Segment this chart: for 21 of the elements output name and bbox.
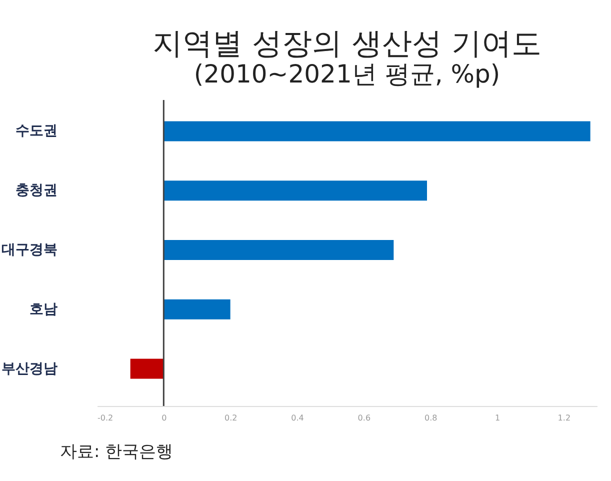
bar [130,358,164,379]
chart-title: 지역별 성장의 생산성 기여도 [152,26,542,62]
y-tick-label: 충청권 [16,182,58,199]
x-tick-label: -0.2 [98,414,114,422]
x-tick-label: 0.8 [424,414,438,422]
bar [164,240,394,260]
x-tick-label: 0 [162,414,167,422]
bar [164,180,427,201]
x-tick-label: 1 [494,414,500,422]
x-tick-label: 1.2 [558,414,571,422]
y-tick-label: 부산경남 [2,360,58,377]
x-tick-label: 0.2 [224,414,238,422]
y-tick-label: 호남 [30,301,58,318]
y-tick-label: 대구경북 [2,242,58,258]
bar [164,121,590,142]
x-tick-label: 0.4 [291,414,304,422]
chart-subtitle: (2010~2021년 평균, %p) [194,59,500,88]
text: 자료: 한국은행 [60,441,174,463]
x-tick-label: 0.6 [358,414,371,422]
bar [164,299,230,320]
y-tick-label: 수도권 [16,123,58,140]
